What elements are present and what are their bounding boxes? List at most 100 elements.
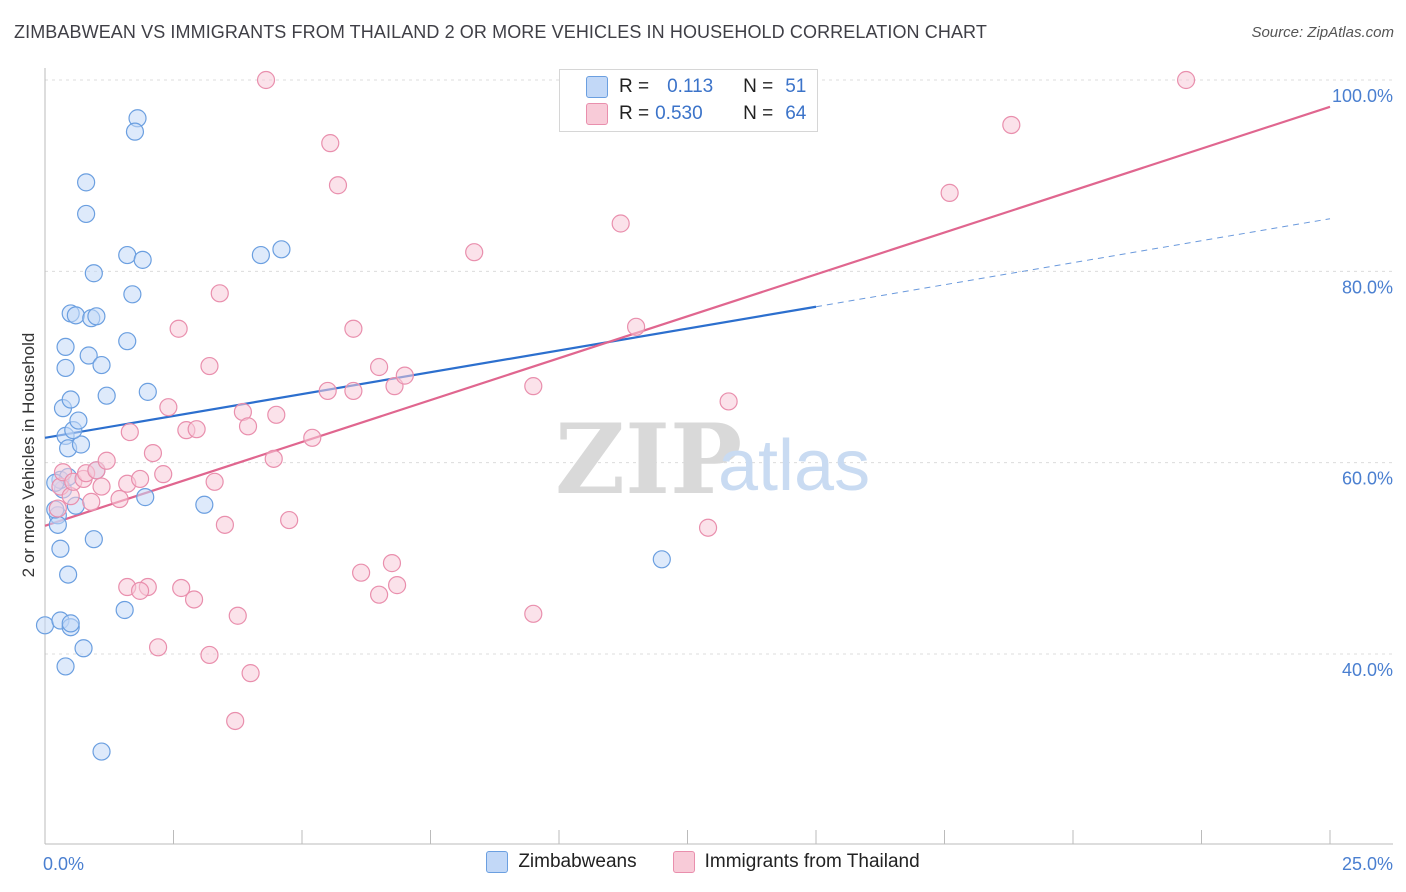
data-point-thailand: [1002, 115, 1021, 135]
data-point-thailand: [267, 405, 286, 424]
data-point-thailand: [200, 356, 219, 376]
data-point-thailand: [169, 319, 188, 338]
data-point-zimbabweans: [77, 204, 96, 224]
data-point-zimbabweans: [69, 411, 88, 430]
legend-r-value: 0.530: [655, 103, 703, 124]
data-point-thailand: [352, 563, 371, 582]
data-point-thailand: [370, 585, 389, 604]
data-point-thailand: [241, 664, 260, 683]
data-point-zimbabweans: [61, 614, 80, 633]
data-point-thailand: [130, 581, 150, 600]
tick-labels: 40.0% 60.0% 80.0% 100.0% 0.0% 25.0%: [43, 86, 1393, 874]
data-point-thailand: [228, 606, 247, 625]
data-point-zimbabweans: [125, 122, 145, 141]
legend-swatch-thailand: [672, 851, 695, 873]
data-point-zimbabweans: [136, 488, 155, 507]
legend-n-label: N =: [743, 76, 774, 97]
axes: [44, 68, 1393, 845]
data-point-zimbabweans: [195, 495, 214, 514]
trend-line-thailand: [44, 105, 1331, 527]
data-point-zimbabweans: [77, 173, 96, 192]
y-tick-label: 80.0%: [1342, 277, 1393, 297]
data-point-thailand: [344, 319, 363, 338]
data-point-thailand: [940, 183, 959, 202]
data-point-zimbabweans: [251, 245, 270, 265]
data-point-thailand: [524, 604, 543, 623]
data-point-zimbabweans: [79, 346, 98, 365]
data-point-thailand: [321, 134, 340, 153]
data-point-thailand: [110, 489, 129, 509]
legend-label-zimbabweans: Zimbabweans: [518, 851, 637, 872]
data-point-zimbabweans: [118, 245, 137, 265]
data-point-thailand: [626, 317, 646, 336]
legend-row-zimbabweans: R = 0.113 N = 51: [586, 75, 806, 99]
data-point-thailand: [92, 477, 111, 496]
data-point-thailand: [387, 576, 407, 595]
data-point-zimbabweans: [115, 600, 134, 620]
data-point-zimbabweans: [118, 332, 137, 351]
data-point-zimbabweans: [51, 539, 70, 558]
data-point-thailand: [382, 554, 402, 573]
series-legend: Zimbabweans Immigrants from Thailand: [0, 851, 1406, 873]
data-point-zimbabweans: [652, 550, 671, 569]
data-point-thailand: [1176, 70, 1196, 90]
legend-swatch-zimbabweans: [486, 851, 509, 873]
data-point-thailand: [205, 472, 224, 491]
legend-row-thailand: R = 0.530 N = 64: [586, 102, 806, 126]
data-point-thailand: [200, 645, 219, 665]
x-tick-label: 0.0%: [43, 854, 84, 874]
data-point-thailand: [395, 366, 414, 385]
data-point-zimbabweans: [59, 565, 78, 584]
legend-item-zimbabweans[interactable]: Zimbabweans: [486, 851, 637, 873]
data-point-zimbabweans: [66, 306, 85, 325]
gridlines: [45, 79, 1393, 655]
data-point-zimbabweans: [92, 355, 111, 375]
data-point-zimbabweans: [133, 250, 152, 269]
data-point-thailand: [344, 381, 363, 401]
legend-r-label: R =: [619, 76, 650, 97]
data-point-zimbabweans: [272, 240, 291, 259]
data-point-zimbabweans: [56, 337, 75, 357]
data-point-thailand: [280, 510, 299, 530]
legend-label-thailand: Immigrants from Thailand: [704, 851, 920, 872]
data-point-thailand: [215, 515, 234, 534]
data-point-thailand: [184, 590, 204, 609]
trend-line-zimbabweans-extrapolated: [815, 218, 1331, 308]
legend-item-thailand[interactable]: Immigrants from Thailand: [672, 851, 920, 873]
data-point-thailand: [238, 417, 258, 436]
data-point-zimbabweans: [97, 386, 116, 405]
data-point-thailand: [465, 243, 484, 262]
data-point-zimbabweans: [56, 358, 75, 378]
y-tick-label: 60.0%: [1342, 469, 1393, 489]
data-point-zimbabweans: [56, 657, 75, 676]
data-point-zimbabweans: [84, 264, 103, 283]
data-point-zimbabweans: [71, 435, 91, 454]
data-point-thailand: [611, 214, 630, 233]
legend-n-value: 64: [785, 103, 807, 124]
source-credit: Source: ZipAtlas.com: [1251, 24, 1394, 41]
data-point-zimbabweans: [87, 307, 106, 326]
legend-swatch-zimbabweans: [586, 76, 608, 98]
data-point-thailand: [82, 492, 101, 511]
data-point-thailand: [698, 518, 718, 537]
series-thailand: [48, 70, 1196, 731]
data-point-thailand: [524, 377, 543, 396]
data-point-zimbabweans: [74, 639, 93, 658]
watermark-zip: ZIP: [555, 403, 742, 516]
data-point-thailand: [318, 381, 337, 401]
data-point-thailand: [264, 449, 283, 468]
data-point-zimbabweans: [61, 390, 80, 409]
data-point-thailand: [172, 578, 191, 598]
data-point-thailand: [120, 422, 139, 442]
y-tick-label: 40.0%: [1342, 660, 1393, 680]
data-point-zimbabweans: [48, 515, 67, 534]
data-point-zimbabweans: [35, 616, 55, 635]
data-point-thailand: [130, 469, 150, 489]
correlation-legend: R = 0.113 N = 51 R = 0.530 N = 64: [559, 69, 818, 132]
data-point-thailand: [328, 176, 348, 195]
data-point-thailand: [187, 420, 206, 439]
y-tick-label: 100.0%: [1332, 86, 1393, 106]
data-point-thailand: [148, 638, 168, 657]
legend-swatch-thailand: [586, 103, 608, 125]
